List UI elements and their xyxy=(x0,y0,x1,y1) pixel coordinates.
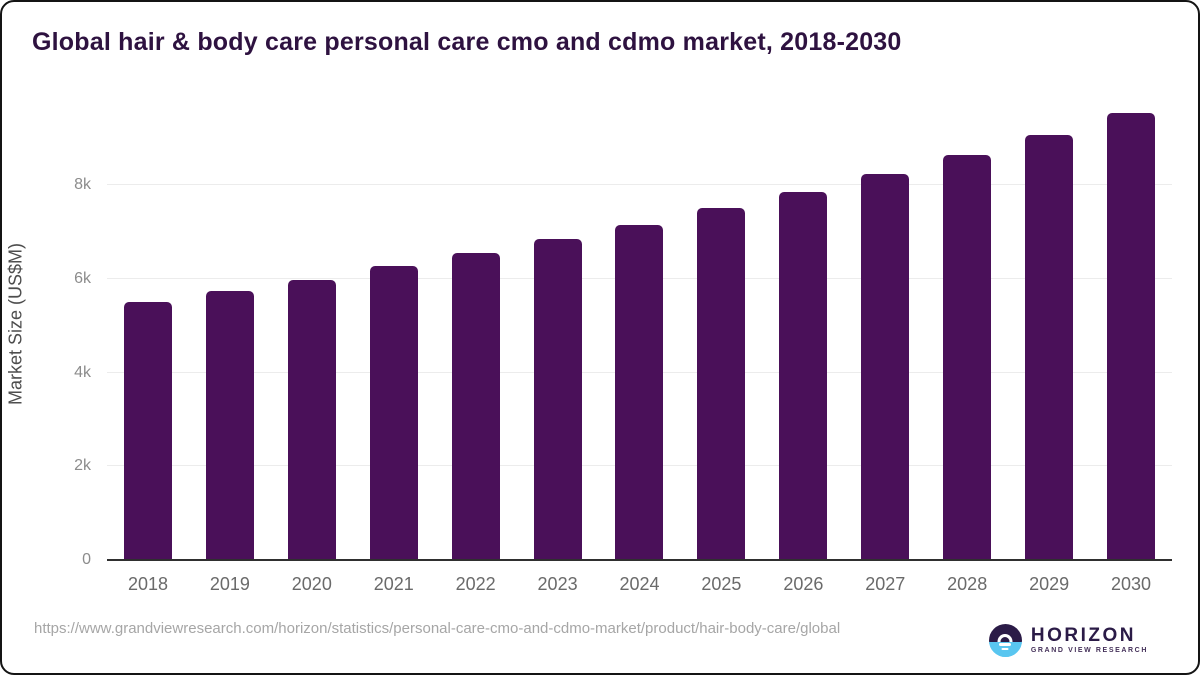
logo-brand: HORIZON xyxy=(1030,624,1136,646)
x-tick-label-2025: 2025 xyxy=(701,574,742,594)
x-tick-label-2022: 2022 xyxy=(455,574,496,594)
bar-2021[interactable] xyxy=(369,266,418,560)
x-tick-label-2020: 2020 xyxy=(291,574,332,594)
source-url: https://www.grandviewresearch.com/horizo… xyxy=(34,620,841,637)
x-tick-label-2019: 2019 xyxy=(209,574,250,594)
x-tick-label-2028: 2028 xyxy=(947,574,988,594)
logo-tagline: GRAND VIEW RESEARCH xyxy=(1030,647,1148,655)
reflection-line xyxy=(999,643,1012,646)
bars-layer xyxy=(107,102,1172,560)
bar-band-2018 xyxy=(107,102,189,560)
bar-2025[interactable] xyxy=(697,208,746,560)
y-tick-label-0: 0 xyxy=(82,551,91,568)
x-axis-labels: 2018 2019 2020 2021 2022 2023 2024 2025 2026 2027… xyxy=(107,574,1172,595)
bar-2022[interactable] xyxy=(451,253,500,560)
bar-band-2021 xyxy=(353,102,435,560)
y-tick-label-6k: 6k xyxy=(74,269,91,287)
bar-band-2023 xyxy=(517,102,599,560)
bar-band-2020 xyxy=(271,102,353,560)
horizon-logo: HORIZON GRAND VIEW RESEARCH xyxy=(988,622,1148,658)
x-tick-label-2027: 2027 xyxy=(865,574,906,594)
y-tick-label-2k: 2k xyxy=(74,457,91,475)
bar-band-2024 xyxy=(599,102,681,560)
bar-2019[interactable] xyxy=(205,291,254,560)
bar-band-2025 xyxy=(680,102,762,560)
plot-area: 0 2k 4k 6k 8k xyxy=(74,102,1172,568)
bar-band-2030 xyxy=(1090,102,1172,560)
bar-band-2027 xyxy=(844,102,926,560)
x-tick-label-2018: 2018 xyxy=(127,574,168,594)
gridline-8k xyxy=(107,184,1172,186)
bar-2029[interactable] xyxy=(1025,135,1074,560)
y-tick-label-4k: 4k xyxy=(74,363,91,381)
bar-2026[interactable] xyxy=(779,191,828,560)
logo-text: HORIZON GRAND VIEW RESEARCH xyxy=(1030,624,1148,655)
bar-band-2022 xyxy=(435,102,517,560)
bar-band-2026 xyxy=(762,102,844,560)
bar-band-2029 xyxy=(1008,102,1090,560)
x-tick-label-2021: 2021 xyxy=(373,574,414,594)
y-tick-label-8k: 8k xyxy=(74,176,91,194)
x-tick-label-2030: 2030 xyxy=(1111,574,1152,594)
page-title: Global hair & body care personal care cm… xyxy=(32,28,902,56)
bar-2018[interactable] xyxy=(123,301,172,560)
reflection-line xyxy=(1001,647,1009,650)
x-axis-line xyxy=(107,559,1172,561)
bar-2027[interactable] xyxy=(861,174,910,560)
x-tick-label-2023: 2023 xyxy=(537,574,578,594)
horizon-logo-icon xyxy=(988,623,1022,657)
x-tick-label-2026: 2026 xyxy=(783,574,824,594)
bar-band-2028 xyxy=(926,102,1008,560)
bar-2030[interactable] xyxy=(1107,112,1156,560)
x-tick-label-2024: 2024 xyxy=(619,574,660,594)
bar-band-2019 xyxy=(189,102,271,560)
bar-2023[interactable] xyxy=(533,239,582,560)
x-tick-label-2029: 2029 xyxy=(1029,574,1070,594)
y-axis-title: Market Size (US$M) xyxy=(5,242,26,406)
bar-2028[interactable] xyxy=(943,155,992,560)
bar-2024[interactable] xyxy=(615,224,664,560)
bar-2020[interactable] xyxy=(287,280,336,560)
